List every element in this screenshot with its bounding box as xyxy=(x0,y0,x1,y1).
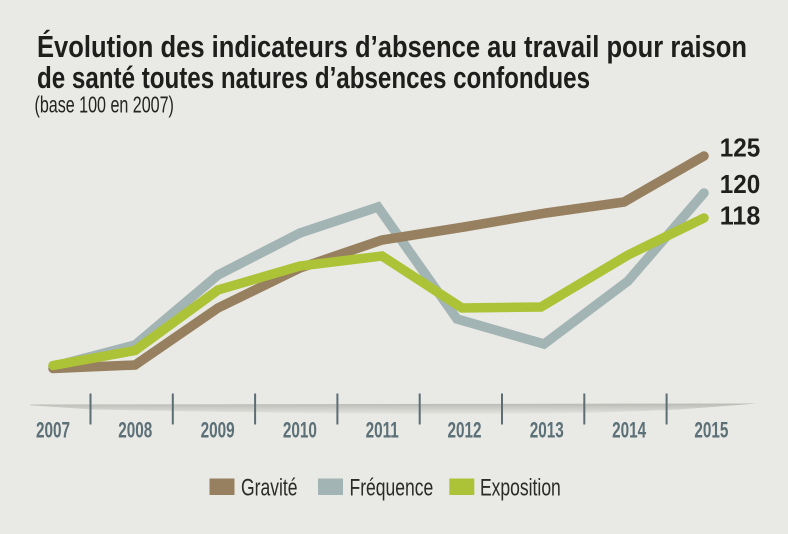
svg-text:2012: 2012 xyxy=(447,419,481,444)
svg-text:Évolution des indicateurs d’ab: Évolution des indicateurs d’absence au t… xyxy=(37,29,747,64)
svg-text:2008: 2008 xyxy=(118,419,152,444)
svg-text:2009: 2009 xyxy=(201,419,235,444)
svg-text:125: 125 xyxy=(720,132,761,162)
svg-text:Exposition: Exposition xyxy=(480,475,561,501)
svg-text:(base 100 en 2007): (base 100 en 2007) xyxy=(35,93,174,118)
svg-text:2010: 2010 xyxy=(283,419,317,444)
svg-text:2015: 2015 xyxy=(694,419,728,444)
svg-text:Gravité: Gravité xyxy=(241,475,297,501)
svg-text:2011: 2011 xyxy=(366,419,399,444)
svg-text:Fréquence: Fréquence xyxy=(350,475,434,501)
svg-text:2013: 2013 xyxy=(530,419,564,444)
svg-text:118: 118 xyxy=(720,200,761,230)
svg-text:120: 120 xyxy=(720,169,761,199)
svg-text:2014: 2014 xyxy=(612,419,646,444)
svg-text:2007: 2007 xyxy=(36,419,70,444)
svg-text:de santé toutes natures d’abse: de santé toutes natures d’absences confo… xyxy=(37,60,590,95)
